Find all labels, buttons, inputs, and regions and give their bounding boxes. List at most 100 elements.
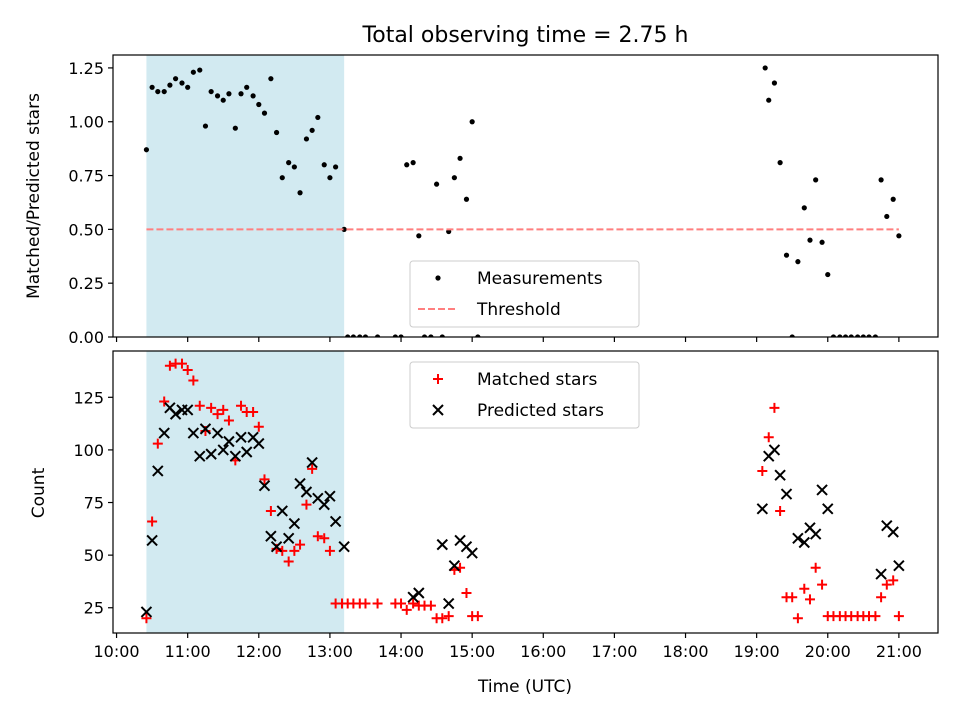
x-tick-label: 17:00 xyxy=(591,642,637,661)
data-point xyxy=(164,360,175,371)
data-point xyxy=(338,541,350,553)
data-point xyxy=(792,532,804,545)
shaded-time-span xyxy=(146,351,345,633)
data-point xyxy=(442,597,455,610)
data-point xyxy=(315,114,321,121)
data-point xyxy=(208,88,214,95)
data-point xyxy=(757,465,768,476)
data-point xyxy=(437,613,448,624)
data-point xyxy=(181,404,194,416)
data-point xyxy=(277,545,288,556)
data-point xyxy=(876,592,887,603)
data-point xyxy=(837,334,843,337)
data-point xyxy=(817,579,828,590)
data-point xyxy=(413,587,425,599)
y-tick-label: 0.75 xyxy=(68,167,104,186)
data-point xyxy=(350,334,356,337)
data-point xyxy=(798,536,811,549)
data-point xyxy=(238,91,244,97)
data-point xyxy=(783,252,790,258)
bottom-y-axis-label: Count xyxy=(29,467,49,518)
data-point xyxy=(159,396,170,407)
data-point xyxy=(291,164,297,170)
data-point xyxy=(152,465,164,477)
x-tick-label: 18:00 xyxy=(662,642,708,661)
data-point xyxy=(789,334,795,337)
legend-label: Threshold xyxy=(476,300,561,320)
data-point xyxy=(212,409,223,420)
data-point xyxy=(176,358,187,369)
x-tick-label: 11:00 xyxy=(165,642,211,661)
data-point xyxy=(756,503,769,515)
data-point xyxy=(848,334,854,337)
data-point xyxy=(860,334,866,337)
x-axis-label: Time (UTC) xyxy=(477,677,572,697)
data-point xyxy=(169,408,182,420)
data-point xyxy=(309,127,315,133)
data-point xyxy=(769,402,780,413)
data-point xyxy=(253,437,265,450)
data-point xyxy=(324,545,335,556)
data-point xyxy=(297,190,303,196)
data-point xyxy=(306,456,318,469)
data-point xyxy=(250,93,256,99)
legend: Matched stars Predicted stars xyxy=(409,361,640,429)
data-point xyxy=(294,477,306,490)
data-point xyxy=(324,490,336,502)
data-point xyxy=(152,438,163,449)
data-point xyxy=(179,80,185,86)
data-point xyxy=(819,239,825,245)
data-point xyxy=(425,600,436,611)
data-point xyxy=(463,196,470,202)
y-tick-label: 0.25 xyxy=(68,274,104,293)
data-point xyxy=(256,101,262,108)
data-point xyxy=(202,123,209,129)
data-point xyxy=(884,213,890,220)
data-point xyxy=(762,65,768,71)
plot-area xyxy=(140,358,905,624)
data-point xyxy=(830,334,837,337)
data-point xyxy=(318,498,330,511)
data-point xyxy=(253,421,264,432)
data-point xyxy=(147,516,158,527)
data-point xyxy=(155,88,161,95)
data-point xyxy=(141,613,152,624)
data-point xyxy=(443,611,454,622)
data-point xyxy=(842,334,849,337)
data-point xyxy=(893,611,904,622)
x-tick-label: 19:00 xyxy=(734,642,780,661)
data-point xyxy=(766,97,772,103)
x-tick-label: 14:00 xyxy=(378,642,424,661)
top-plot-panel: 0.00 0.25 0.50 0.75 1.00 1.25 Measurements Thre… xyxy=(68,54,939,347)
legend-box xyxy=(409,361,640,429)
data-point xyxy=(888,575,899,586)
data-point xyxy=(410,160,416,166)
data-point xyxy=(433,181,440,187)
data-point xyxy=(408,598,419,609)
data-point xyxy=(295,539,306,550)
data-point xyxy=(286,160,292,166)
data-point xyxy=(300,486,313,498)
data-point xyxy=(448,559,461,572)
x-tick-label: 20:00 xyxy=(805,642,851,661)
shaded-time-span xyxy=(146,55,345,337)
data-point xyxy=(199,423,212,435)
data-point xyxy=(436,538,448,551)
data-point xyxy=(763,432,774,443)
data-point xyxy=(185,84,191,90)
data-point xyxy=(283,556,294,567)
data-point xyxy=(855,334,861,337)
data-point xyxy=(190,69,196,75)
x-tick-label: 10:00 xyxy=(94,642,140,661)
data-point xyxy=(211,427,224,439)
data-point xyxy=(307,463,318,474)
data-point xyxy=(775,505,786,516)
legend-marker xyxy=(433,374,443,384)
data-point xyxy=(896,233,902,239)
data-point xyxy=(289,545,300,556)
data-point xyxy=(167,82,173,88)
data-point xyxy=(214,93,221,99)
data-point xyxy=(206,402,217,413)
plot-area xyxy=(143,65,902,337)
axes-frame xyxy=(112,350,939,634)
